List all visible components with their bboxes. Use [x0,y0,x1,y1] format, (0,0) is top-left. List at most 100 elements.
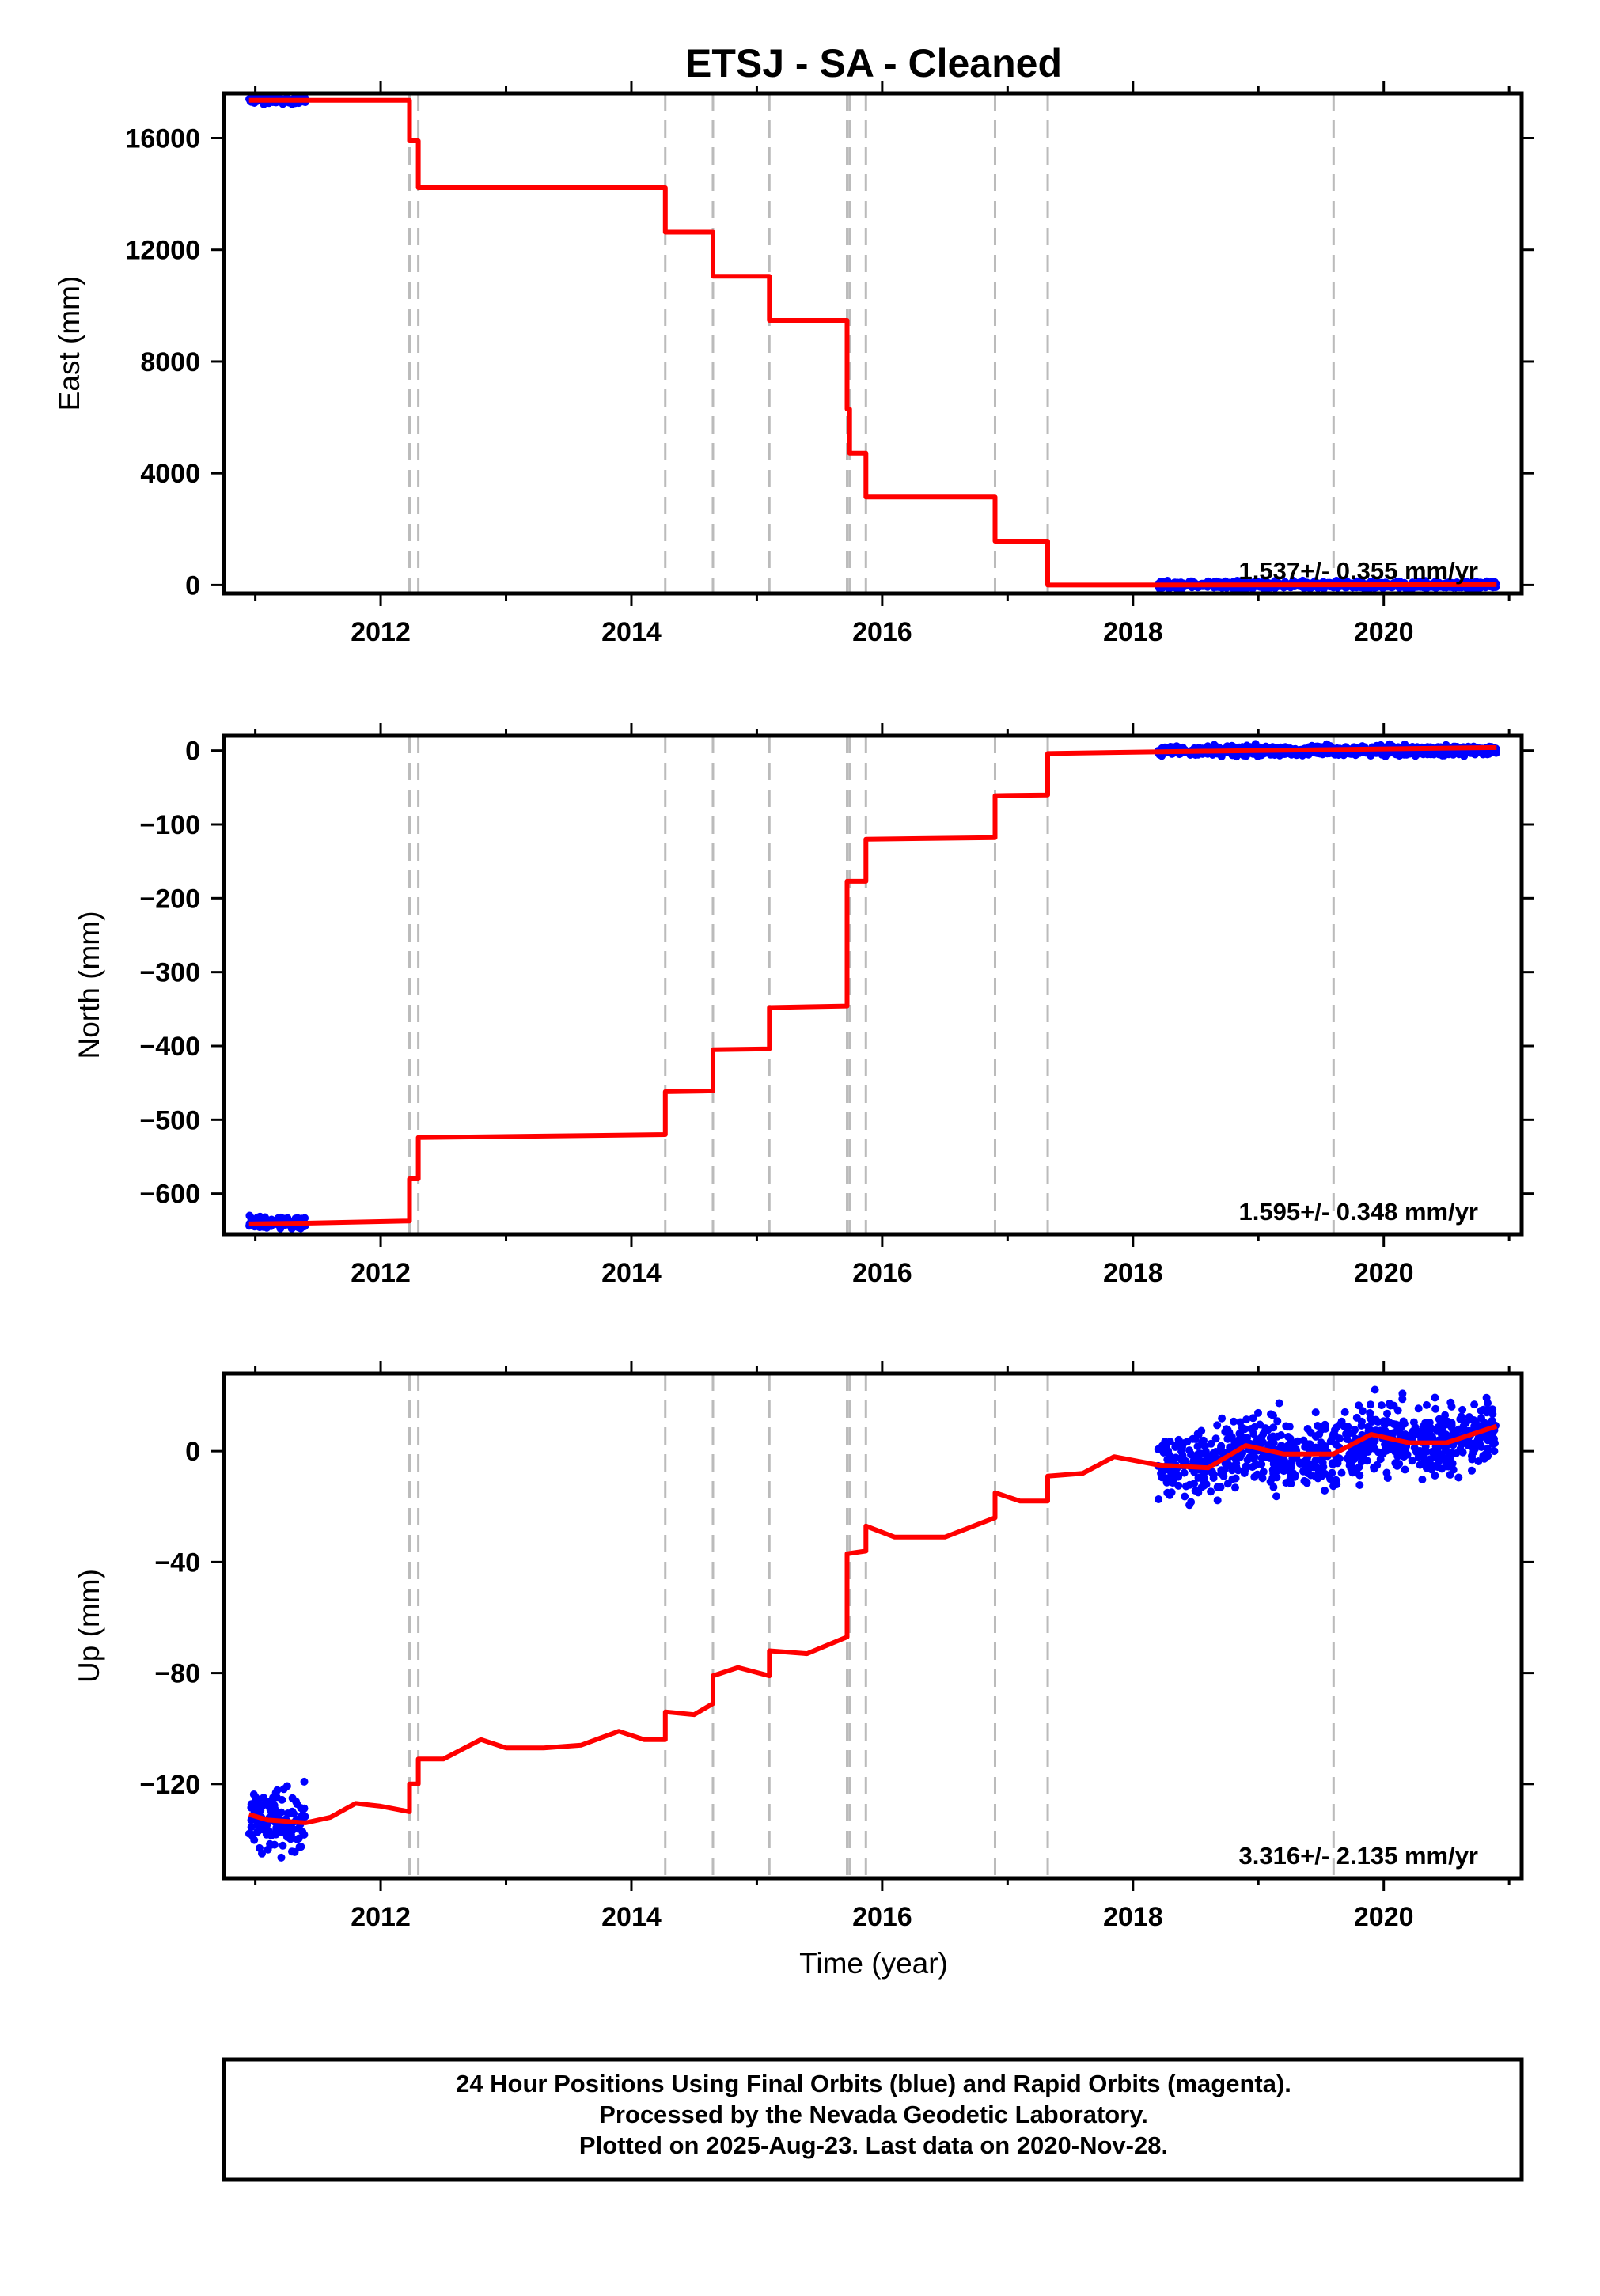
data-point [1166,1438,1174,1446]
data-point [247,1803,256,1812]
data-point [1227,1433,1236,1442]
data-point [294,1834,303,1843]
data-point [1456,1415,1465,1423]
x-tick-label: 2014 [601,1258,662,1288]
data-point [1187,1498,1196,1506]
data-point [1425,1419,1434,1426]
chart-panels: 2012 2014 2016 2018 2020 0 4000 8000 12000 16000 E… [53,81,1534,1932]
frame-east [222,91,1524,596]
chart-title: ETSJ - SA - Cleaned [685,41,1062,85]
data-point [1311,1408,1320,1417]
x-tick-label: 2018 [1103,1902,1163,1932]
data-point [292,1798,301,1805]
x-tick-label: 2020 [1354,1258,1414,1288]
data-point [1185,1480,1194,1489]
data-point [1363,1438,1372,1446]
data-point [1447,1449,1456,1457]
data-point [1383,1443,1392,1452]
data-point [1268,1474,1277,1482]
data-point [1329,1430,1337,1438]
data-point [1283,1423,1291,1431]
data-point [1232,1459,1241,1468]
footer-line-2: Processed by the Nevada Geodetic Laborat… [599,2101,1148,2128]
plot-area-north [224,736,1522,1234]
data-point [1374,1418,1382,1426]
data-point [1420,1430,1429,1438]
data-point [282,1832,291,1841]
data-point [1269,1460,1278,1468]
data-point [1249,1414,1257,1423]
y-tick-label: 0 [185,1437,200,1467]
data-point [1345,1461,1354,1470]
y-tick-label: −400 [139,1032,200,1062]
data-point [279,1785,288,1794]
model-line-north [248,744,1497,1226]
y-tick-label: 8000 [140,347,200,377]
y-tick-label: −300 [139,958,200,988]
data-point [1446,1471,1454,1479]
data-point [1181,1492,1189,1501]
data-point [1484,1452,1492,1461]
data-point [1301,1442,1310,1451]
data-point [1418,1476,1427,1483]
y-tick-label: −200 [139,884,200,914]
footer-box: 24 Hour Positions Using Final Orbits (bl… [222,2057,1524,2182]
data-point [1332,1423,1340,1432]
data-point [1321,1487,1329,1495]
data-point [1213,1483,1222,1491]
data-point [1261,1424,1270,1433]
data-point [1242,1415,1251,1424]
data-point [1314,1474,1322,1483]
data-point [1367,1400,1374,1409]
model-line-up [248,1423,1498,1825]
panel-east: 2012 2014 2016 2018 2020 0 4000 8000 12000 16000 E… [53,81,1534,647]
data-point [1351,1450,1359,1459]
x-tick-label: 2018 [1103,617,1163,647]
data-point [1465,1413,1473,1421]
data-point [1344,1423,1352,1431]
data-point [1325,1472,1334,1481]
data-point [1450,1427,1458,1436]
data-point [1357,1421,1366,1430]
data-point [1163,1455,1172,1464]
data-point [1253,1435,1261,1444]
y-tick-label: −600 [139,1180,200,1210]
data-point [1416,1446,1424,1455]
data-point [1249,1454,1257,1463]
data-point [1471,1418,1480,1426]
data-point [1431,1472,1439,1480]
rate-label-east: 1.537+/- 0.355 mm/yr [1239,557,1478,585]
data-point [1351,1426,1359,1434]
x-tick-label: 2014 [601,617,662,647]
data-point [288,1847,296,1856]
data-point [1458,1405,1467,1414]
data-point [1363,1448,1372,1456]
data-point [300,1777,309,1786]
y-tick-label: 4000 [140,459,200,489]
data-point [295,1843,304,1851]
y-tick-label: −500 [139,1105,200,1135]
data-point [1219,1468,1227,1476]
data-point [1343,1454,1352,1463]
rate-label-north: 1.595+/- 0.348 mm/yr [1239,1198,1478,1226]
data-point [267,1832,275,1839]
data-point [1230,1417,1238,1426]
data-point [1275,1399,1283,1408]
y-tick-label: −120 [139,1770,200,1800]
data-point [1355,1401,1363,1410]
data-point [1438,1464,1446,1473]
data-point [1431,1404,1440,1413]
data-point [1303,1425,1312,1433]
data-point [1456,1446,1464,1455]
data-point [1273,1417,1282,1426]
data-point [1280,1467,1288,1476]
data-point [248,1832,257,1840]
data-point [1398,1389,1407,1398]
data-point [1337,1417,1346,1426]
data-point [1484,1399,1492,1408]
data-point [1248,1463,1257,1472]
data-point [253,1795,262,1804]
y-tick-label: −80 [154,1659,200,1689]
data-point [1391,1447,1399,1456]
